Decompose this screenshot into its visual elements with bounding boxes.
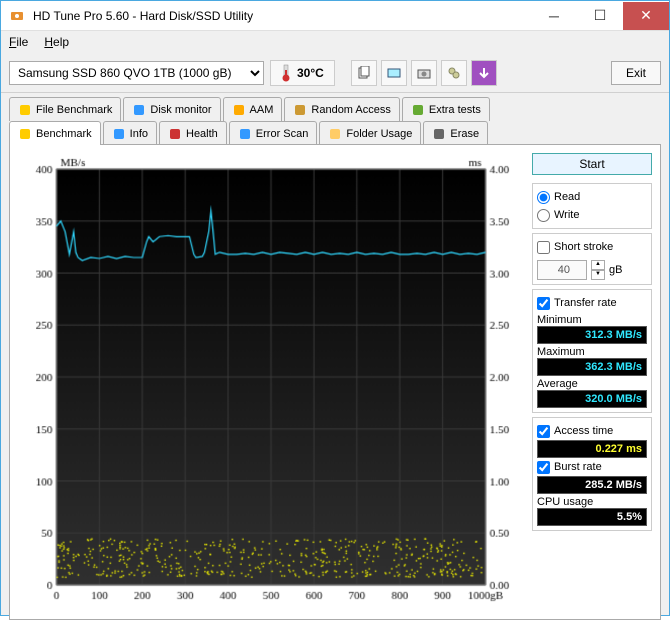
file-bench-icon [18,103,32,117]
erase-icon [432,127,446,141]
transfer-check[interactable]: Transfer rate [537,294,647,312]
drive-select[interactable]: Samsung SSD 860 QVO 1TB (1000 gB) [9,61,264,85]
tab-aam[interactable]: AAM [223,97,283,121]
tab-error-scan[interactable]: Error Scan [229,121,318,145]
read-radio[interactable]: Read [537,188,647,206]
tab-disk-monitor[interactable]: Disk monitor [123,97,220,121]
stroke-unit: gB [609,264,622,276]
max-label: Maximum [537,346,647,358]
temperature-value: 30°C [297,66,324,80]
maximize-button[interactable]: ☐ [577,2,623,30]
extra-icon [411,103,425,117]
tab-label: Folder Usage [346,128,412,140]
temperature-display: 30°C [270,60,335,86]
tab-label: Erase [450,128,479,140]
save-icon[interactable] [471,60,497,86]
access-value: 0.227 ms [537,440,647,458]
settings-icon[interactable] [441,60,467,86]
tab-label: Health [186,128,218,140]
burst-check[interactable]: Burst rate [537,458,647,476]
avg-label: Average [537,378,647,390]
info-icon [112,127,126,141]
max-value: 362.3 MB/s [537,358,647,376]
min-value: 312.3 MB/s [537,326,647,344]
main-window: HD Tune Pro 5.60 - Hard Disk/SSD Utility… [0,0,670,616]
tab-label: AAM [250,104,274,116]
scan-icon [238,127,252,141]
side-panel: Start Read Write Short stroke ▲▼ gB Tran… [532,153,652,611]
stroke-group: Short stroke ▲▼ gB [532,233,652,285]
close-button[interactable]: ✕ [623,2,669,30]
tab-erase[interactable]: Erase [423,121,488,145]
random-icon [293,103,307,117]
screenshot-icon[interactable] [381,60,407,86]
menubar: File Help [1,31,669,53]
tab-label: File Benchmark [36,104,112,116]
camera-icon[interactable] [411,60,437,86]
app-icon [9,8,25,24]
tab-extra-tests[interactable]: Extra tests [402,97,490,121]
speaker-icon [232,103,246,117]
avg-value: 320.0 MB/s [537,390,647,408]
tab-file-benchmark[interactable]: File Benchmark [9,97,121,121]
toolbar-icons [351,60,497,86]
window-controls: ─ ☐ ✕ [531,2,669,30]
tab-health[interactable]: Health [159,121,227,145]
benchmark-chart [18,153,524,611]
health-icon [168,127,182,141]
minimize-button[interactable]: ─ [531,2,577,30]
stroke-value-input[interactable] [537,260,587,280]
tab-label: Error Scan [256,128,309,140]
short-stroke-check[interactable]: Short stroke [537,238,647,256]
access-check[interactable]: Access time [537,422,647,440]
tab-label: Extra tests [429,104,481,116]
tabs-row-2: Benchmark Info Health Error Scan Folder Usag… [1,121,669,145]
cpu-label: CPU usage [537,496,647,508]
mode-group: Read Write [532,183,652,229]
exit-button[interactable]: Exit [611,61,661,85]
tab-folder-usage[interactable]: Folder Usage [319,121,421,145]
titlebar: HD Tune Pro 5.60 - Hard Disk/SSD Utility… [1,1,669,31]
write-radio[interactable]: Write [537,206,647,224]
tab-label: Info [130,128,148,140]
cpu-value: 5.5% [537,508,647,526]
monitor-icon [132,103,146,117]
tabs-row-1: File Benchmark Disk monitor AAM Random Acce… [1,93,669,121]
transfer-group: Transfer rate Minimum 312.3 MB/s Maximum… [532,289,652,413]
folder-icon [328,127,342,141]
stroke-spinner[interactable]: ▲▼ [591,260,605,280]
min-label: Minimum [537,314,647,326]
content-panel: Start Read Write Short stroke ▲▼ gB Tran… [9,144,661,620]
burst-value: 285.2 MB/s [537,476,647,494]
tab-info[interactable]: Info [103,121,157,145]
tab-label: Random Access [311,104,390,116]
toolbar: Samsung SSD 860 QVO 1TB (1000 gB) 30°C E… [1,53,669,93]
tab-label: Benchmark [36,128,92,140]
menu-help[interactable]: Help [44,35,69,49]
window-title: HD Tune Pro 5.60 - Hard Disk/SSD Utility [33,9,531,23]
start-button[interactable]: Start [532,153,652,175]
access-group: Access time 0.227 ms Burst rate 285.2 MB… [532,417,652,531]
menu-file[interactable]: File [9,35,28,49]
tab-label: Disk monitor [150,104,211,116]
thermometer-icon [281,64,291,82]
copy-icon[interactable] [351,60,377,86]
tab-benchmark[interactable]: Benchmark [9,121,101,145]
bulb-icon [18,127,32,141]
tab-random-access[interactable]: Random Access [284,97,399,121]
